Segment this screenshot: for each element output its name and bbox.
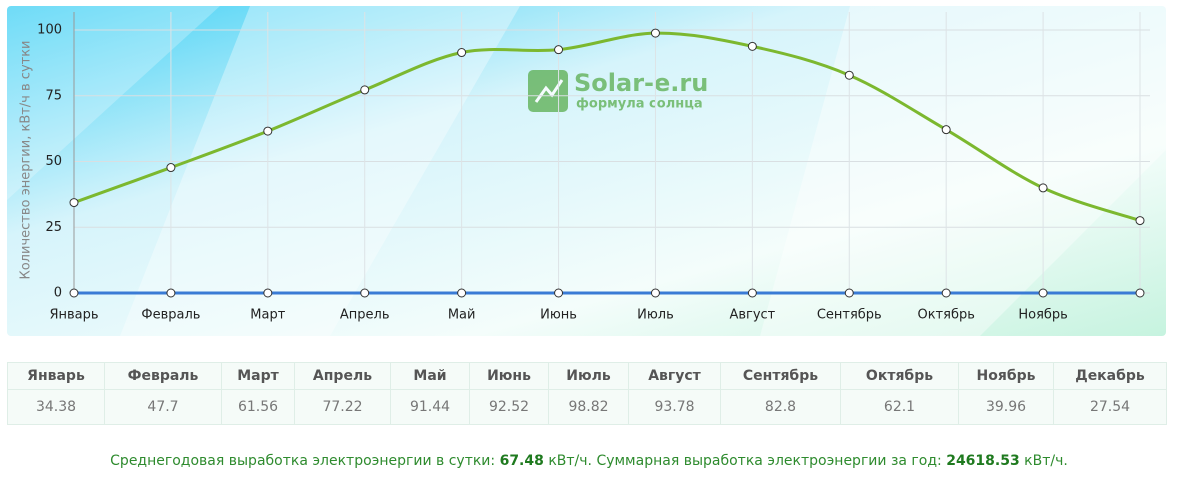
x-tick-label: Март bbox=[250, 308, 285, 323]
table-value-cell: 92.52 bbox=[469, 389, 549, 425]
table-value-cell: 27.54 bbox=[1053, 389, 1167, 425]
x-tick-label: Июнь bbox=[540, 308, 577, 323]
x-tick-label: Январь bbox=[49, 308, 98, 323]
data-point bbox=[1135, 216, 1145, 226]
decor bbox=[760, 6, 1166, 336]
table-header-cell: Июнь bbox=[469, 362, 549, 390]
table-value-cell: 82.8 bbox=[720, 389, 841, 425]
avg-text: Среднегодовая выработка электроэнергии в… bbox=[110, 453, 496, 469]
decor bbox=[7, 6, 220, 200]
data-point bbox=[360, 288, 370, 298]
table-value-cell: 93.78 bbox=[628, 389, 721, 425]
table-header-cell: Январь bbox=[7, 362, 105, 390]
table-header: Январь Февраль Март Апрель Май Июнь Июль Август… bbox=[7, 362, 1167, 390]
logo-arrow bbox=[534, 79, 564, 103]
table-value-cell: 91.44 bbox=[390, 389, 470, 425]
table-header-cell: Октябрь bbox=[840, 362, 959, 390]
x-tick-label: Май bbox=[448, 308, 476, 323]
data-point bbox=[166, 163, 176, 173]
total-unit: кВт/ч. bbox=[1024, 453, 1068, 469]
data-point bbox=[457, 48, 467, 58]
table-value-cell: 61.56 bbox=[221, 389, 295, 425]
table-value-cell: 77.22 bbox=[294, 389, 391, 425]
data-table: Январь Февраль Март Апрель Май Июнь Июль Август… bbox=[7, 362, 1167, 425]
avg-unit: кВт/ч. bbox=[548, 453, 592, 469]
data-point bbox=[747, 288, 757, 298]
y-tick-label: 50 bbox=[45, 154, 62, 169]
x-tick-label: Июль bbox=[637, 308, 674, 323]
logo-subtitle: формула солнца bbox=[576, 97, 703, 112]
data-point bbox=[554, 288, 564, 298]
data-point bbox=[844, 288, 854, 298]
x-tick-label: Сентябрь bbox=[817, 308, 882, 323]
data-point bbox=[69, 288, 79, 298]
avg-value: 67.48 bbox=[499, 453, 544, 469]
data-point bbox=[69, 198, 79, 208]
table-header-cell: Май bbox=[390, 362, 470, 390]
table-header-cell: Апрель bbox=[294, 362, 391, 390]
table-value-cell: 39.96 bbox=[958, 389, 1054, 425]
table-value-cell: 98.82 bbox=[548, 389, 629, 425]
data-point bbox=[747, 41, 757, 51]
table-header-cell: Февраль bbox=[104, 362, 222, 390]
y-tick-label: 100 bbox=[37, 23, 62, 38]
data-point bbox=[360, 85, 370, 95]
y-tick-label: 25 bbox=[45, 220, 62, 235]
data-point bbox=[554, 45, 564, 55]
data-point bbox=[1135, 288, 1145, 298]
logo-title: Solar-e.ru bbox=[574, 69, 708, 97]
x-tick-label: Август bbox=[729, 308, 775, 323]
table-value-cell: 34.38 bbox=[7, 389, 105, 425]
table-value-cell: 62.1 bbox=[840, 389, 959, 425]
series-line bbox=[73, 31, 1141, 222]
table-header-cell: Август bbox=[628, 362, 721, 390]
data-point bbox=[263, 126, 273, 136]
data-point bbox=[1038, 288, 1048, 298]
table-header-cell: Июль bbox=[548, 362, 629, 390]
data-point bbox=[263, 288, 273, 298]
y-tick-label: 0 bbox=[54, 286, 62, 301]
table-header-cell: Декабрь bbox=[1053, 362, 1167, 390]
total-text: Суммарная выработка электроэнергии за го… bbox=[596, 453, 942, 469]
data-point bbox=[650, 28, 660, 38]
data-point bbox=[844, 70, 854, 80]
total-value: 24618.53 bbox=[946, 453, 1020, 469]
decor bbox=[120, 6, 520, 336]
data-point bbox=[1038, 183, 1048, 193]
table-header-cell: Сентябрь bbox=[720, 362, 841, 390]
data-point bbox=[941, 125, 951, 135]
data-point bbox=[166, 288, 176, 298]
watermark: Solar-e.ru формула солнца bbox=[528, 69, 708, 112]
table-value-cell: 47.7 bbox=[104, 389, 222, 425]
y-axis-label: Количество энергии, кВт/ч в сутки bbox=[19, 40, 34, 279]
table-header-cell: Ноябрь bbox=[958, 362, 1054, 390]
x-tick-label: Октябрь bbox=[917, 308, 974, 323]
summary: Среднегодовая выработка электроэнергии в… bbox=[0, 453, 1178, 469]
x-tick-label: Февраль bbox=[141, 308, 200, 323]
table-header-cell: Март bbox=[221, 362, 295, 390]
x-tick-label: Ноябрь bbox=[1018, 308, 1067, 323]
y-tick-label: 75 bbox=[45, 88, 62, 103]
data-point bbox=[941, 288, 951, 298]
x-tick-label: Апрель bbox=[340, 308, 390, 323]
data-point bbox=[650, 288, 660, 298]
table-values: 34.38 47.7 61.56 77.22 91.44 92.52 98.82 93.78 8… bbox=[7, 389, 1167, 425]
data-point bbox=[457, 288, 467, 298]
chart: Solar-e.ru формула солнца Количество эне… bbox=[7, 6, 1166, 336]
